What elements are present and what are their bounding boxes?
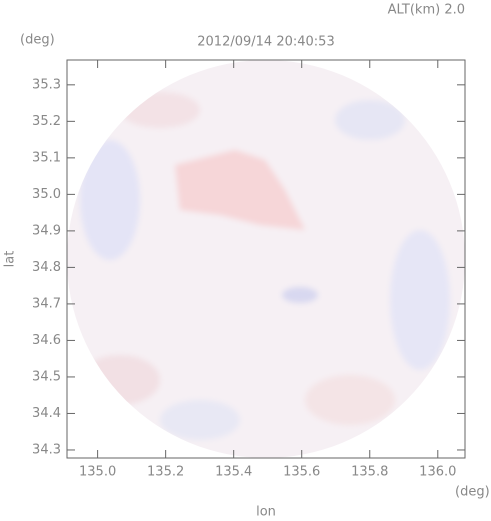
subtitle: ALT(km) 2.0	[388, 3, 465, 18]
x-tick-label: 135.8	[351, 465, 388, 480]
x-tick-label: 135.2	[147, 465, 184, 480]
y-tick-label: 34.6	[32, 333, 61, 348]
radar-field	[67, 60, 465, 458]
y-tick-label: 34.9	[32, 223, 61, 238]
x-tick-label: 135.6	[283, 465, 320, 480]
x-unit: (deg)	[455, 485, 490, 500]
x-tick-label: 135.4	[215, 465, 252, 480]
y-tick-label: 35.3	[32, 77, 61, 92]
y-axis-label: lat	[3, 251, 18, 268]
x-tick-label: 136.0	[419, 465, 456, 480]
y-tick-label: 34.5	[32, 369, 61, 384]
y-tick-label: 34.3	[32, 442, 61, 457]
y-tick-label: 35.2	[32, 114, 61, 129]
y-tick-label: 34.7	[32, 296, 61, 311]
y-unit: (deg)	[20, 33, 55, 48]
plot-frame	[66, 59, 466, 459]
x-axis-label: lon	[256, 505, 276, 520]
chart-title: 2012/09/14 20:40:53	[197, 35, 334, 50]
y-tick-label: 34.4	[32, 406, 61, 421]
y-tick-label: 35.0	[32, 187, 61, 202]
x-tick-label: 135.0	[79, 465, 116, 480]
y-tick-label: 34.8	[32, 260, 61, 275]
y-tick-label: 35.1	[32, 150, 61, 165]
